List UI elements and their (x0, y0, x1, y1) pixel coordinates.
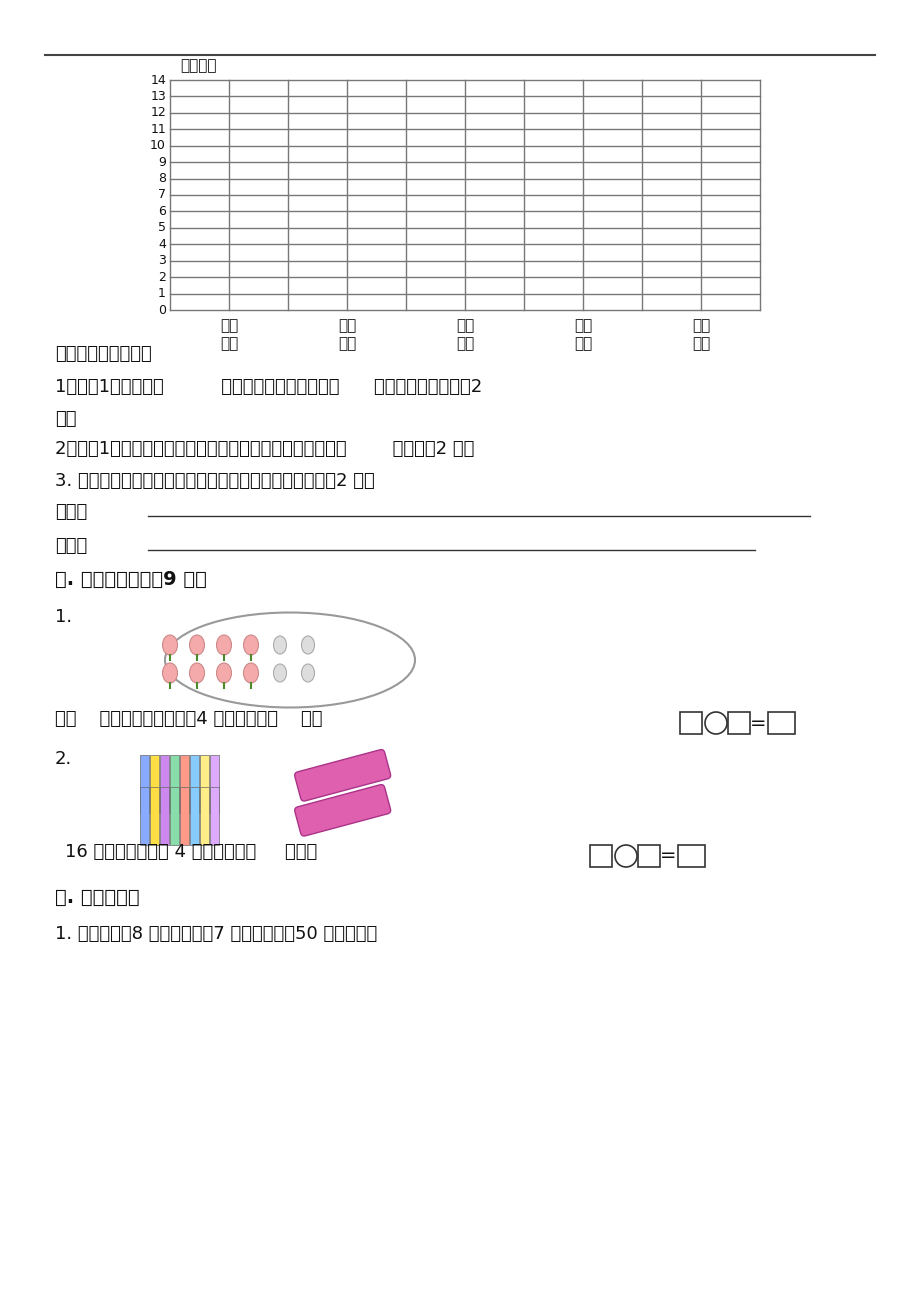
Bar (190, 786, 199, 845)
Bar (199, 755, 209, 812)
Bar (160, 786, 169, 845)
Text: 2: 2 (158, 271, 165, 284)
Text: =: = (749, 713, 766, 733)
Ellipse shape (189, 663, 204, 684)
FancyBboxPatch shape (294, 750, 391, 801)
Text: 11: 11 (150, 122, 165, 135)
Text: 5: 5 (158, 221, 165, 234)
Text: 16 枝铅笔，每盒放 4 枝，可以装（     ）盒。: 16 枝铅笔，每盒放 4 枝，可以装（ ）盒。 (65, 842, 317, 861)
Ellipse shape (189, 635, 204, 655)
Bar (589, 845, 611, 867)
Bar (190, 755, 199, 812)
Text: 3: 3 (158, 254, 165, 267)
Text: 美术: 美术 (337, 318, 356, 333)
Text: 1: 1 (158, 286, 165, 299)
Text: 4: 4 (158, 238, 165, 251)
Text: 小组: 小组 (337, 336, 356, 352)
Text: 从统计图可以看出：: 从统计图可以看出： (55, 345, 152, 363)
Ellipse shape (301, 664, 314, 682)
Bar (180, 786, 188, 845)
Bar (170, 755, 179, 812)
Text: =: = (659, 846, 675, 866)
Bar (140, 786, 149, 845)
Bar (170, 786, 179, 845)
Ellipse shape (273, 664, 286, 682)
Text: 0: 0 (158, 303, 165, 316)
Text: 把（    ）个桃子，平均分成4 盘，每盘有（    ）个: 把（ ）个桃子，平均分成4 盘，每盘有（ ）个 (55, 710, 323, 728)
Bar (679, 712, 701, 734)
Text: 1.: 1. (55, 608, 72, 626)
Bar (767, 712, 794, 734)
Ellipse shape (163, 663, 177, 684)
Bar (150, 755, 159, 812)
Text: 舞蹈: 舞蹈 (220, 318, 238, 333)
Text: 10: 10 (150, 139, 165, 152)
Bar (210, 755, 219, 812)
Text: 1．二（1）班参加（          ）小组的人最多，参加（      ）小组的人最少。（2: 1．二（1）班参加（ ）小组的人最多，参加（ ）小组的人最少。（2 (55, 378, 482, 396)
Ellipse shape (244, 663, 258, 684)
Bar (637, 845, 659, 867)
Bar (199, 786, 209, 845)
Bar (727, 712, 749, 734)
Text: 五. 看图做一做。（9 分）: 五. 看图做一做。（9 分） (55, 570, 207, 589)
Bar (150, 786, 159, 845)
Ellipse shape (216, 663, 232, 684)
Text: 小组: 小组 (573, 336, 592, 352)
Bar (140, 755, 149, 812)
Text: 七. 解决问题。: 七. 解决问题。 (55, 888, 140, 907)
Ellipse shape (244, 635, 258, 655)
Text: 小组: 小组 (456, 336, 473, 352)
Text: 书法: 书法 (691, 318, 709, 333)
Ellipse shape (301, 635, 314, 654)
Text: 7: 7 (158, 189, 165, 202)
Text: 解答：: 解答： (55, 536, 87, 555)
Text: 1. 每个汉堡刅8 元，明明要买7 个汉堡包，帤50 元錢够吗？: 1. 每个汉堡刅8 元，明明要买7 个汉堡包，帤50 元錢够吗？ (55, 924, 377, 943)
Text: 分）: 分） (55, 410, 76, 428)
Text: 8: 8 (158, 172, 165, 185)
Text: 单位：人: 单位：人 (180, 59, 216, 73)
Text: 14: 14 (150, 73, 165, 86)
Bar (677, 845, 704, 867)
Text: 9: 9 (158, 156, 165, 169)
Bar (210, 786, 219, 845)
Text: 2．二（1）班参加美术小组的人数是参加武术小组人数的（        ）倍。（2 分）: 2．二（1）班参加美术小组的人数是参加武术小组人数的（ ）倍。（2 分） (55, 440, 474, 458)
Text: 13: 13 (150, 90, 165, 103)
Text: 小组: 小组 (220, 336, 238, 352)
Text: 6: 6 (158, 204, 165, 217)
Bar (160, 755, 169, 812)
Text: 2.: 2. (55, 750, 73, 768)
Text: 3. 根据上面的数据，自己提出一个数学问题，并解答。（2 分）: 3. 根据上面的数据，自己提出一个数学问题，并解答。（2 分） (55, 473, 374, 490)
Text: 12: 12 (150, 107, 165, 120)
Text: 问题：: 问题： (55, 503, 87, 521)
Bar (180, 755, 188, 812)
FancyBboxPatch shape (294, 785, 391, 836)
Text: 武术: 武术 (573, 318, 592, 333)
Ellipse shape (163, 635, 177, 655)
Text: 小组: 小组 (691, 336, 709, 352)
Ellipse shape (273, 635, 286, 654)
Text: 微机: 微机 (456, 318, 473, 333)
Ellipse shape (216, 635, 232, 655)
